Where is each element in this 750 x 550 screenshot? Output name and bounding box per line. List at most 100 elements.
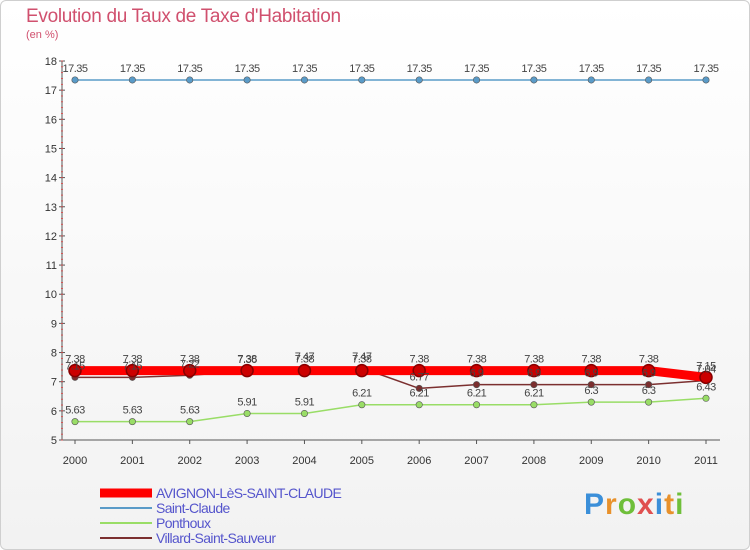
logo-letter: r	[605, 488, 618, 521]
x-tick-label: 2002	[177, 455, 201, 467]
data-point	[587, 398, 595, 406]
logo-letter: P	[584, 488, 606, 521]
data-label: 6.9	[584, 368, 598, 380]
data-label: 17.35	[521, 63, 546, 75]
legend-label: Villard-Saint-Sauveur	[156, 530, 276, 546]
data-label: 7.38	[524, 354, 544, 366]
data-label: 7.15	[696, 360, 716, 372]
data-point	[128, 418, 136, 426]
y-tick-label: 18	[45, 56, 57, 68]
data-point	[71, 76, 79, 84]
data-point	[358, 401, 366, 409]
data-point	[125, 363, 140, 378]
data-label: 7.36	[237, 354, 257, 366]
data-label: 6.9	[470, 368, 484, 380]
data-point	[584, 363, 599, 378]
data-label: 7.38	[582, 354, 602, 366]
data-point	[415, 401, 423, 409]
series-line	[70, 366, 711, 382]
data-label: 6.21	[352, 388, 372, 400]
x-tick-label: 2003	[235, 455, 259, 467]
y-tick-label: 16	[45, 114, 57, 126]
data-label: 7.38	[237, 354, 257, 366]
data-point	[645, 381, 653, 389]
data-label: 7.38	[295, 354, 315, 366]
data-point	[358, 76, 366, 84]
data-label: 5.63	[123, 405, 143, 417]
data-point	[186, 76, 194, 84]
series-line	[74, 367, 707, 390]
data-label: 7.38	[409, 354, 429, 366]
data-point	[587, 76, 595, 84]
y-tick-label: 9	[51, 318, 57, 330]
data-label: 17.35	[177, 63, 202, 75]
data-label: 6.3	[642, 385, 656, 397]
data-point	[473, 381, 481, 389]
data-point	[186, 418, 194, 426]
data-point	[243, 409, 251, 417]
y-tick-label: 12	[45, 231, 57, 243]
data-label: 7.38	[352, 354, 372, 366]
data-label: 7.04	[696, 364, 716, 376]
data-point	[645, 398, 653, 406]
data-point	[530, 381, 538, 389]
data-point	[469, 363, 484, 378]
data-label: 17.35	[62, 63, 87, 75]
data-label: 5.91	[237, 396, 257, 408]
logo-letter: o	[617, 488, 638, 521]
proxiti-logo: Proxiti	[584, 488, 684, 522]
data-label: 6.3	[584, 385, 598, 397]
data-label: 7.38	[639, 354, 659, 366]
data-point	[702, 394, 710, 402]
data-point	[71, 418, 79, 426]
data-label: 5.63	[180, 405, 200, 417]
data-label: 17.35	[292, 63, 317, 75]
chart-axes: 5 6 7 8 9 10 11 12 13 14 15 16 17 18 2000 2001 2002 2003 2…	[45, 56, 720, 467]
x-tick-label: 2005	[350, 455, 374, 467]
data-point	[182, 363, 197, 378]
logo-letter: i	[675, 488, 685, 521]
data-label: 6.43	[696, 381, 716, 393]
data-label: 5.91	[295, 396, 315, 408]
data-label: 17.35	[693, 63, 718, 75]
data-point	[243, 76, 251, 84]
data-label: 17.35	[464, 63, 489, 75]
logo-letter: t	[664, 488, 676, 521]
data-point	[641, 363, 656, 378]
y-tick-label: 10	[45, 289, 57, 301]
data-point	[355, 363, 369, 378]
data-label: 6.9	[642, 368, 656, 380]
data-label: 7.15	[65, 360, 85, 372]
data-point	[473, 401, 481, 409]
chart-title: Evolution du Taux de Taxe d'Habitation	[26, 6, 341, 27]
data-label: 17.35	[407, 63, 432, 75]
legend-label: Saint-Claude	[156, 500, 231, 516]
data-label: 7.47	[295, 351, 315, 363]
x-tick-label: 2010	[636, 455, 660, 467]
series-line	[74, 397, 707, 423]
x-tick-label: 2001	[120, 455, 144, 467]
chart-data-labels: 17.35 17.35 17.35 17.35 17.35 17.35 17.35 17.35…	[62, 63, 719, 417]
data-point	[297, 363, 312, 378]
x-tick-label: 2009	[579, 455, 603, 467]
y-tick-label: 14	[45, 173, 57, 185]
data-label: 17.35	[120, 63, 145, 75]
y-tick-label: 6	[51, 406, 57, 418]
data-label: 6.21	[524, 388, 544, 400]
y-tick-label: 8	[51, 348, 57, 360]
data-label: 5.63	[65, 405, 85, 417]
y-tick-label: 13	[45, 202, 57, 214]
x-tick-label: 2004	[292, 455, 316, 467]
data-label: 7.38	[467, 354, 487, 366]
data-label: 7.15	[123, 360, 143, 372]
data-point	[300, 76, 308, 84]
data-point	[645, 76, 653, 84]
data-label: 17.35	[235, 63, 260, 75]
data-label: 6.9	[527, 368, 541, 380]
data-label: 6.77	[409, 371, 429, 383]
chart-legend: AVIGNON-LèS-SAINT-CLAUDESaint-ClaudePont…	[100, 485, 342, 546]
data-point	[530, 76, 538, 84]
data-label: 7.47	[352, 351, 372, 363]
data-point	[68, 363, 82, 378]
data-label: 17.35	[636, 63, 661, 75]
